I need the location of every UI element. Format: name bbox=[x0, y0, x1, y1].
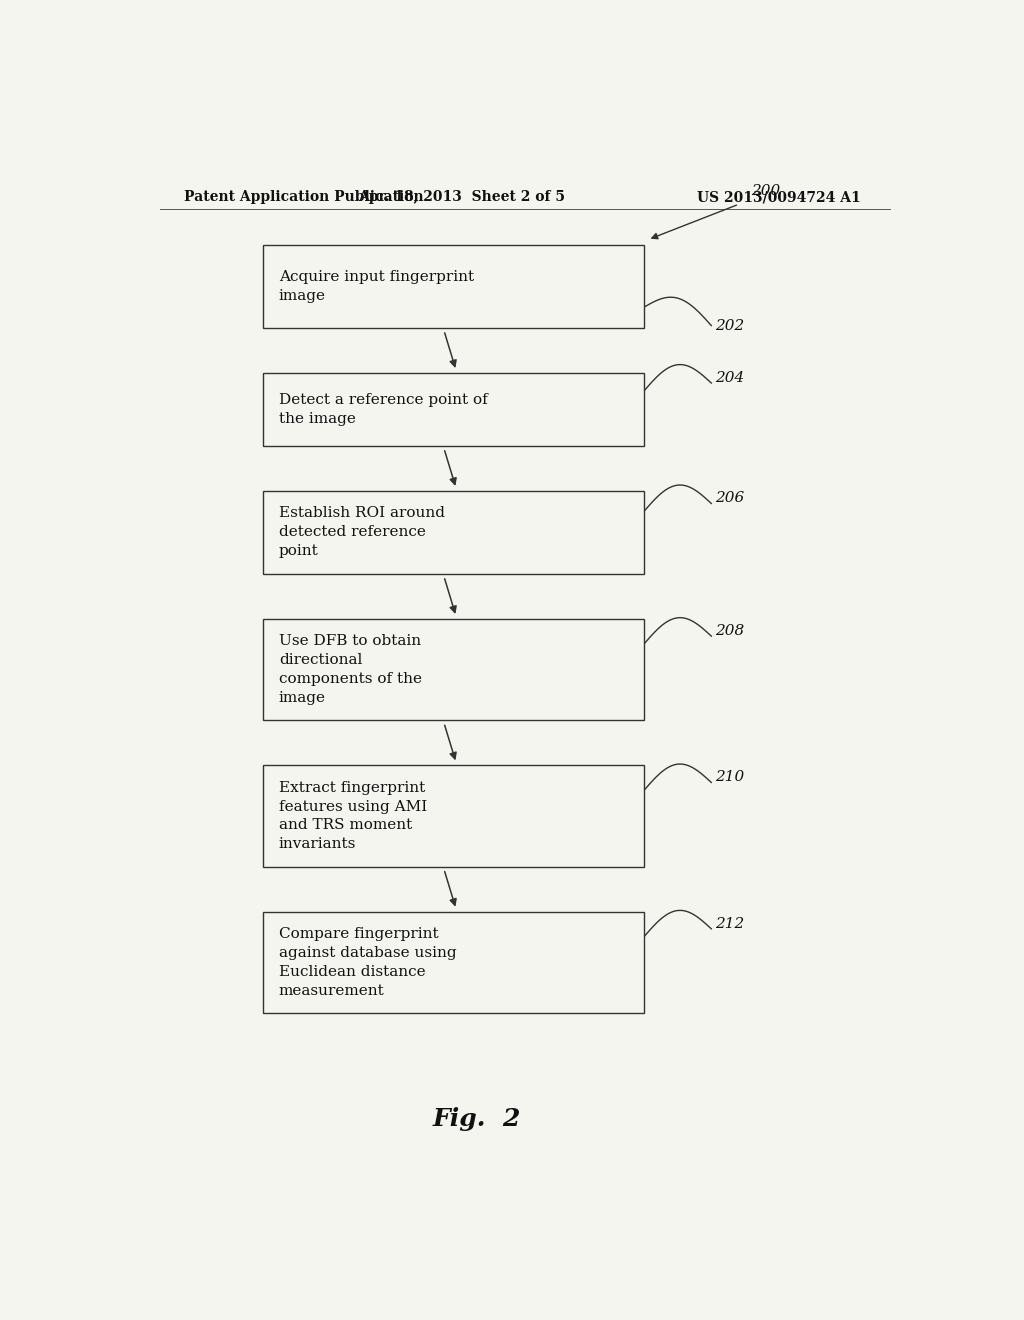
Text: Extract fingerprint
features using AMI
and TRS moment
invariants: Extract fingerprint features using AMI a… bbox=[279, 780, 427, 851]
Text: Detect a reference point of
the image: Detect a reference point of the image bbox=[279, 393, 487, 426]
Text: 200: 200 bbox=[751, 183, 780, 198]
Text: Patent Application Publication: Patent Application Publication bbox=[183, 190, 423, 205]
Text: Use DFB to obtain
directional
components of the
image: Use DFB to obtain directional components… bbox=[279, 634, 422, 705]
Text: US 2013/0094724 A1: US 2013/0094724 A1 bbox=[697, 190, 860, 205]
Text: 202: 202 bbox=[715, 318, 744, 333]
Text: Establish ROI around
detected reference
point: Establish ROI around detected reference … bbox=[279, 507, 444, 558]
Bar bbox=[263, 244, 644, 329]
Bar bbox=[263, 912, 644, 1014]
Bar bbox=[263, 372, 644, 446]
Bar bbox=[263, 766, 644, 867]
Text: Compare fingerprint
against database using
Euclidean distance
measurement: Compare fingerprint against database usi… bbox=[279, 927, 457, 998]
Text: Apr. 18, 2013  Sheet 2 of 5: Apr. 18, 2013 Sheet 2 of 5 bbox=[357, 190, 565, 205]
Text: Acquire input fingerprint
image: Acquire input fingerprint image bbox=[279, 271, 474, 304]
Text: 206: 206 bbox=[715, 491, 744, 506]
Bar bbox=[263, 491, 644, 574]
Text: 204: 204 bbox=[715, 371, 744, 385]
Text: 210: 210 bbox=[715, 771, 744, 784]
Bar bbox=[263, 619, 644, 721]
Text: Fig.  2: Fig. 2 bbox=[433, 1107, 521, 1131]
Text: 208: 208 bbox=[715, 624, 744, 638]
Text: 212: 212 bbox=[715, 917, 744, 931]
